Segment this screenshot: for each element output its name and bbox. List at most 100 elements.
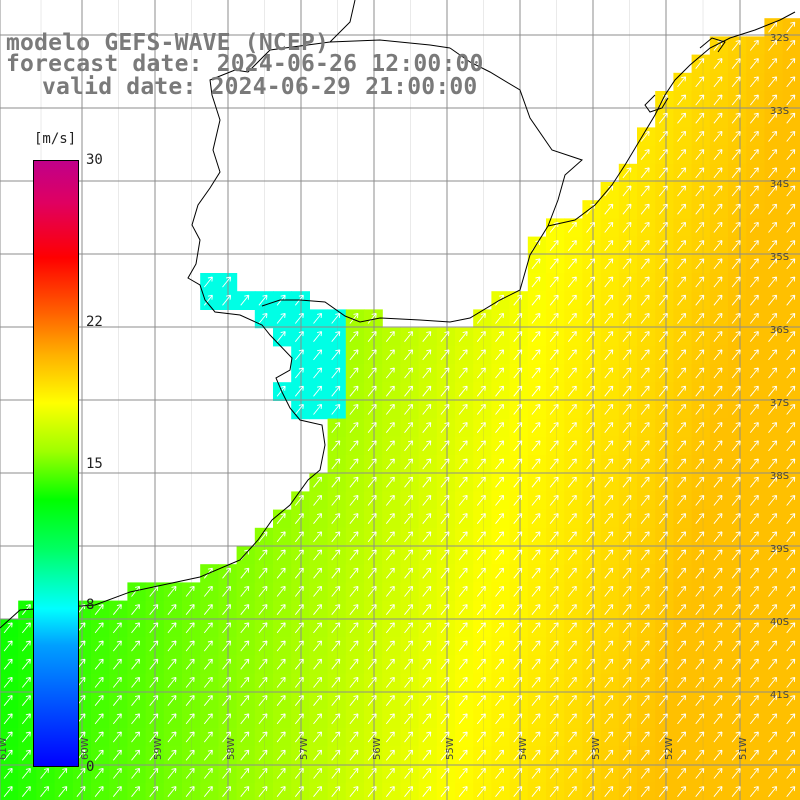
wind-speed-cell	[728, 618, 747, 638]
wind-speed-cell	[655, 709, 674, 729]
wind-speed-cell	[309, 673, 329, 693]
wind-arrow	[131, 713, 141, 725]
wind-speed-cell	[527, 254, 547, 274]
wind-speed-cell	[364, 473, 383, 492]
wind-speed-cell	[527, 273, 547, 292]
wind-speed-cell	[491, 436, 511, 456]
wind-arrow	[531, 786, 541, 797]
wind-arrow	[422, 440, 432, 452]
wind-arrow	[167, 713, 177, 725]
wind-speed-cell	[527, 418, 547, 438]
wind-arrow	[276, 695, 286, 706]
wind-speed-cell	[691, 564, 711, 583]
wind-speed-cell	[527, 345, 547, 365]
wind-speed-cell	[418, 691, 438, 711]
wind-speed-cell	[273, 746, 292, 765]
wind-speed-cell	[564, 418, 583, 438]
wind-speed-cell	[564, 473, 583, 492]
wind-speed-cell	[455, 655, 474, 674]
wind-speed-cell	[655, 163, 674, 183]
wind-speed-cell	[527, 564, 547, 583]
wind-speed-cell	[382, 327, 401, 347]
wind-speed-cell	[400, 364, 420, 383]
wind-speed-cell	[764, 509, 784, 529]
wind-arrow	[313, 531, 323, 543]
wind-speed-cell	[728, 163, 747, 183]
wind-arrow	[786, 112, 796, 124]
wind-arrow	[258, 585, 268, 597]
wind-speed-cell	[728, 364, 747, 383]
wind-arrow	[768, 476, 778, 488]
wind-speed-cell	[418, 382, 438, 401]
wind-speed-cell	[509, 564, 529, 583]
wind-speed-cell	[764, 673, 784, 693]
wind-speed-cell	[236, 546, 256, 565]
wind-arrow	[458, 567, 468, 579]
wind-arrow	[549, 494, 559, 506]
wind-arrow	[404, 695, 414, 706]
wind-speed-cell	[509, 418, 529, 438]
wind-speed-cell	[200, 637, 219, 656]
wind-speed-cell	[200, 582, 219, 602]
wind-arrow	[3, 676, 13, 688]
wind-speed-cell	[436, 327, 456, 347]
wind-speed-cell	[728, 182, 747, 201]
wind-arrow	[622, 312, 632, 324]
wind-speed-cell	[764, 728, 784, 747]
wind-speed-cell	[746, 691, 765, 711]
wind-speed-cell	[163, 600, 183, 620]
wind-arrow	[294, 676, 304, 688]
wind-arrow	[713, 440, 723, 452]
wind-speed-cell	[691, 400, 711, 420]
wind-arrow	[549, 312, 559, 324]
wind-arrow	[476, 531, 486, 543]
wind-speed-cell	[382, 782, 401, 800]
wind-speed-cell	[728, 655, 747, 674]
wind-arrow	[240, 676, 250, 688]
wind-speed-cell	[273, 509, 292, 529]
wind-arrow	[786, 240, 796, 251]
wind-speed-cell	[709, 109, 729, 128]
wind-speed-cell	[345, 655, 365, 674]
wind-arrow	[586, 276, 596, 288]
wind-arrow	[94, 604, 104, 615]
wind-arrow	[531, 458, 541, 470]
wind-arrow	[731, 112, 741, 124]
wind-arrow	[786, 276, 796, 288]
wind-arrow	[713, 549, 723, 561]
wind-speed-cell	[473, 782, 492, 800]
wind-speed-cell	[764, 546, 784, 565]
wind-arrow	[76, 786, 86, 797]
wind-arrow	[222, 585, 232, 597]
wind-arrow	[677, 604, 687, 615]
wind-arrow	[458, 458, 468, 470]
wind-speed-cell	[764, 200, 784, 219]
wind-speed-cell	[746, 291, 765, 310]
wind-arrow	[658, 349, 668, 361]
wind-speed-cell	[728, 72, 747, 92]
wind-speed-cell	[673, 673, 693, 693]
wind-arrow	[567, 221, 577, 233]
wind-speed-cell	[709, 273, 729, 292]
wind-arrow	[367, 458, 377, 470]
wind-arrow	[331, 585, 341, 597]
wind-speed-cell	[728, 582, 747, 602]
wind-speed-cell	[364, 637, 383, 656]
wind-speed-cell	[436, 709, 456, 729]
wind-speed-cell	[418, 436, 438, 456]
wind-arrow	[731, 458, 741, 470]
wind-arrow	[604, 731, 614, 743]
wind-speed-cell	[673, 273, 693, 292]
wind-arrow	[385, 786, 395, 797]
wind-speed-cell	[345, 364, 365, 383]
wind-arrow	[331, 403, 341, 415]
wind-arrow	[404, 367, 414, 379]
wind-arrow	[440, 440, 450, 452]
wind-speed-cell	[91, 673, 110, 693]
wind-arrow	[731, 39, 741, 51]
wind-speed-cell	[436, 764, 456, 784]
wind-arrow	[422, 622, 432, 634]
wind-arrow	[622, 331, 632, 342]
wind-arrow	[749, 258, 759, 270]
wind-arrow	[658, 203, 668, 215]
